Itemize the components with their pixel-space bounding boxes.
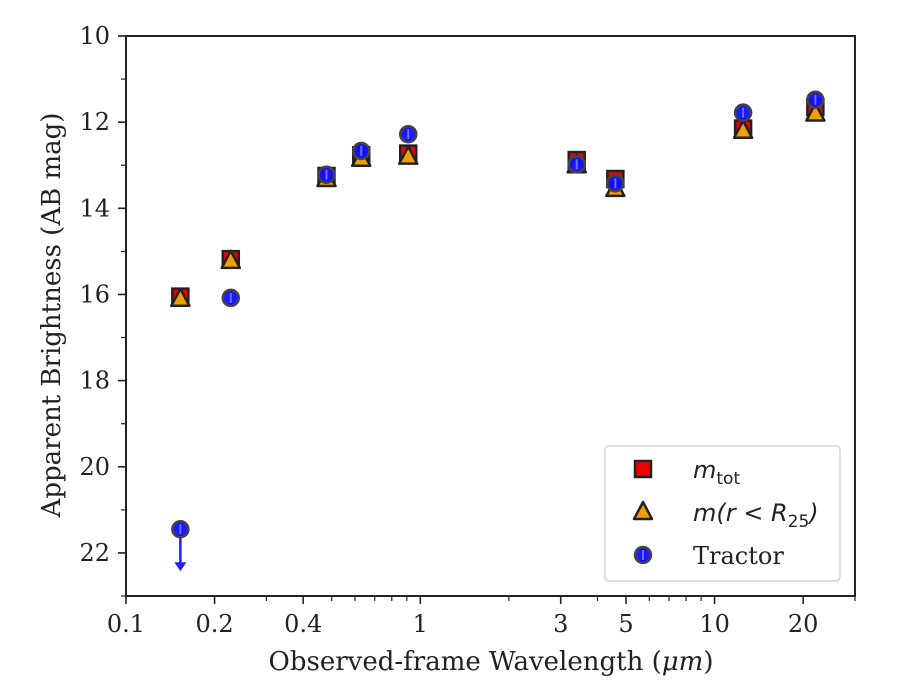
legend-label: mtot	[693, 456, 740, 489]
x-tick-label: 0.4	[284, 610, 322, 638]
y-axis-label: Apparent Brightness (AB mag)	[37, 113, 67, 519]
data-point	[351, 141, 371, 161]
legend-label-tail: )	[807, 499, 818, 527]
data-point	[606, 174, 625, 193]
plot-area	[125, 35, 856, 597]
legend-label-main: m(r < R	[693, 499, 788, 527]
x-tick-label: 0.2	[196, 610, 234, 638]
triangle-marker	[805, 102, 826, 122]
legend-frame	[604, 445, 841, 582]
triangle-marker	[732, 119, 754, 140]
legend-marker	[633, 545, 653, 565]
data-point	[733, 103, 753, 122]
square-marker	[633, 459, 653, 479]
x-axis-label: Observed-frame Wavelength (μm)	[269, 647, 714, 677]
data-point	[398, 124, 418, 144]
data-point	[171, 519, 190, 539]
legend-label-subscript: 25	[788, 512, 810, 532]
y-tick-label: 16	[79, 280, 110, 308]
x-tick-label: 20	[788, 610, 819, 638]
y-axis-ticks: 10 12 14 16 18 20 22	[79, 22, 126, 597]
legend-label: m(r < R25)	[693, 499, 819, 532]
data-point	[732, 119, 754, 140]
triangle-marker	[397, 145, 419, 165]
legend: mtot m(r < R25) Tractor	[604, 445, 841, 582]
series-circle	[171, 90, 825, 572]
data-point	[397, 145, 419, 165]
legend-label: Tractor	[693, 542, 784, 570]
legend-label-main: Tractor	[693, 542, 784, 570]
y-tick-label: 14	[79, 194, 110, 222]
data-point	[806, 90, 825, 110]
data-point	[221, 288, 241, 308]
legend-label-main: m	[693, 456, 716, 484]
legend-label-subscript: tot	[716, 469, 740, 489]
data-point	[170, 287, 191, 308]
x-tick-label: 1	[413, 610, 428, 638]
triangle-marker	[632, 500, 654, 521]
x-tick-label: 0.1	[107, 610, 145, 638]
data-point	[317, 165, 336, 184]
y-tick-label: 22	[79, 539, 110, 567]
data-point	[567, 155, 586, 174]
series-square	[171, 97, 825, 306]
x-axis-ticks: 0.1 0.2 0.4 1 3 5 10 20	[107, 596, 856, 638]
x-tick-label: 5	[618, 610, 633, 638]
data-marks	[170, 90, 826, 572]
triangle-marker	[170, 287, 191, 308]
y-tick-label: 20	[79, 453, 110, 481]
data-point	[220, 249, 242, 270]
y-tick-label: 10	[79, 22, 110, 50]
y-tick-label: 12	[79, 108, 110, 136]
x-tick-label: 3	[553, 610, 568, 638]
legend-marker	[633, 459, 653, 479]
x-tick-label: 10	[699, 610, 730, 638]
series-triangle	[170, 102, 826, 308]
upper-limit-arrowhead	[174, 562, 187, 572]
y-tick-label: 18	[79, 367, 110, 395]
axes-frame	[125, 35, 856, 597]
legend-marker	[632, 500, 654, 521]
triangle-marker	[220, 249, 242, 270]
